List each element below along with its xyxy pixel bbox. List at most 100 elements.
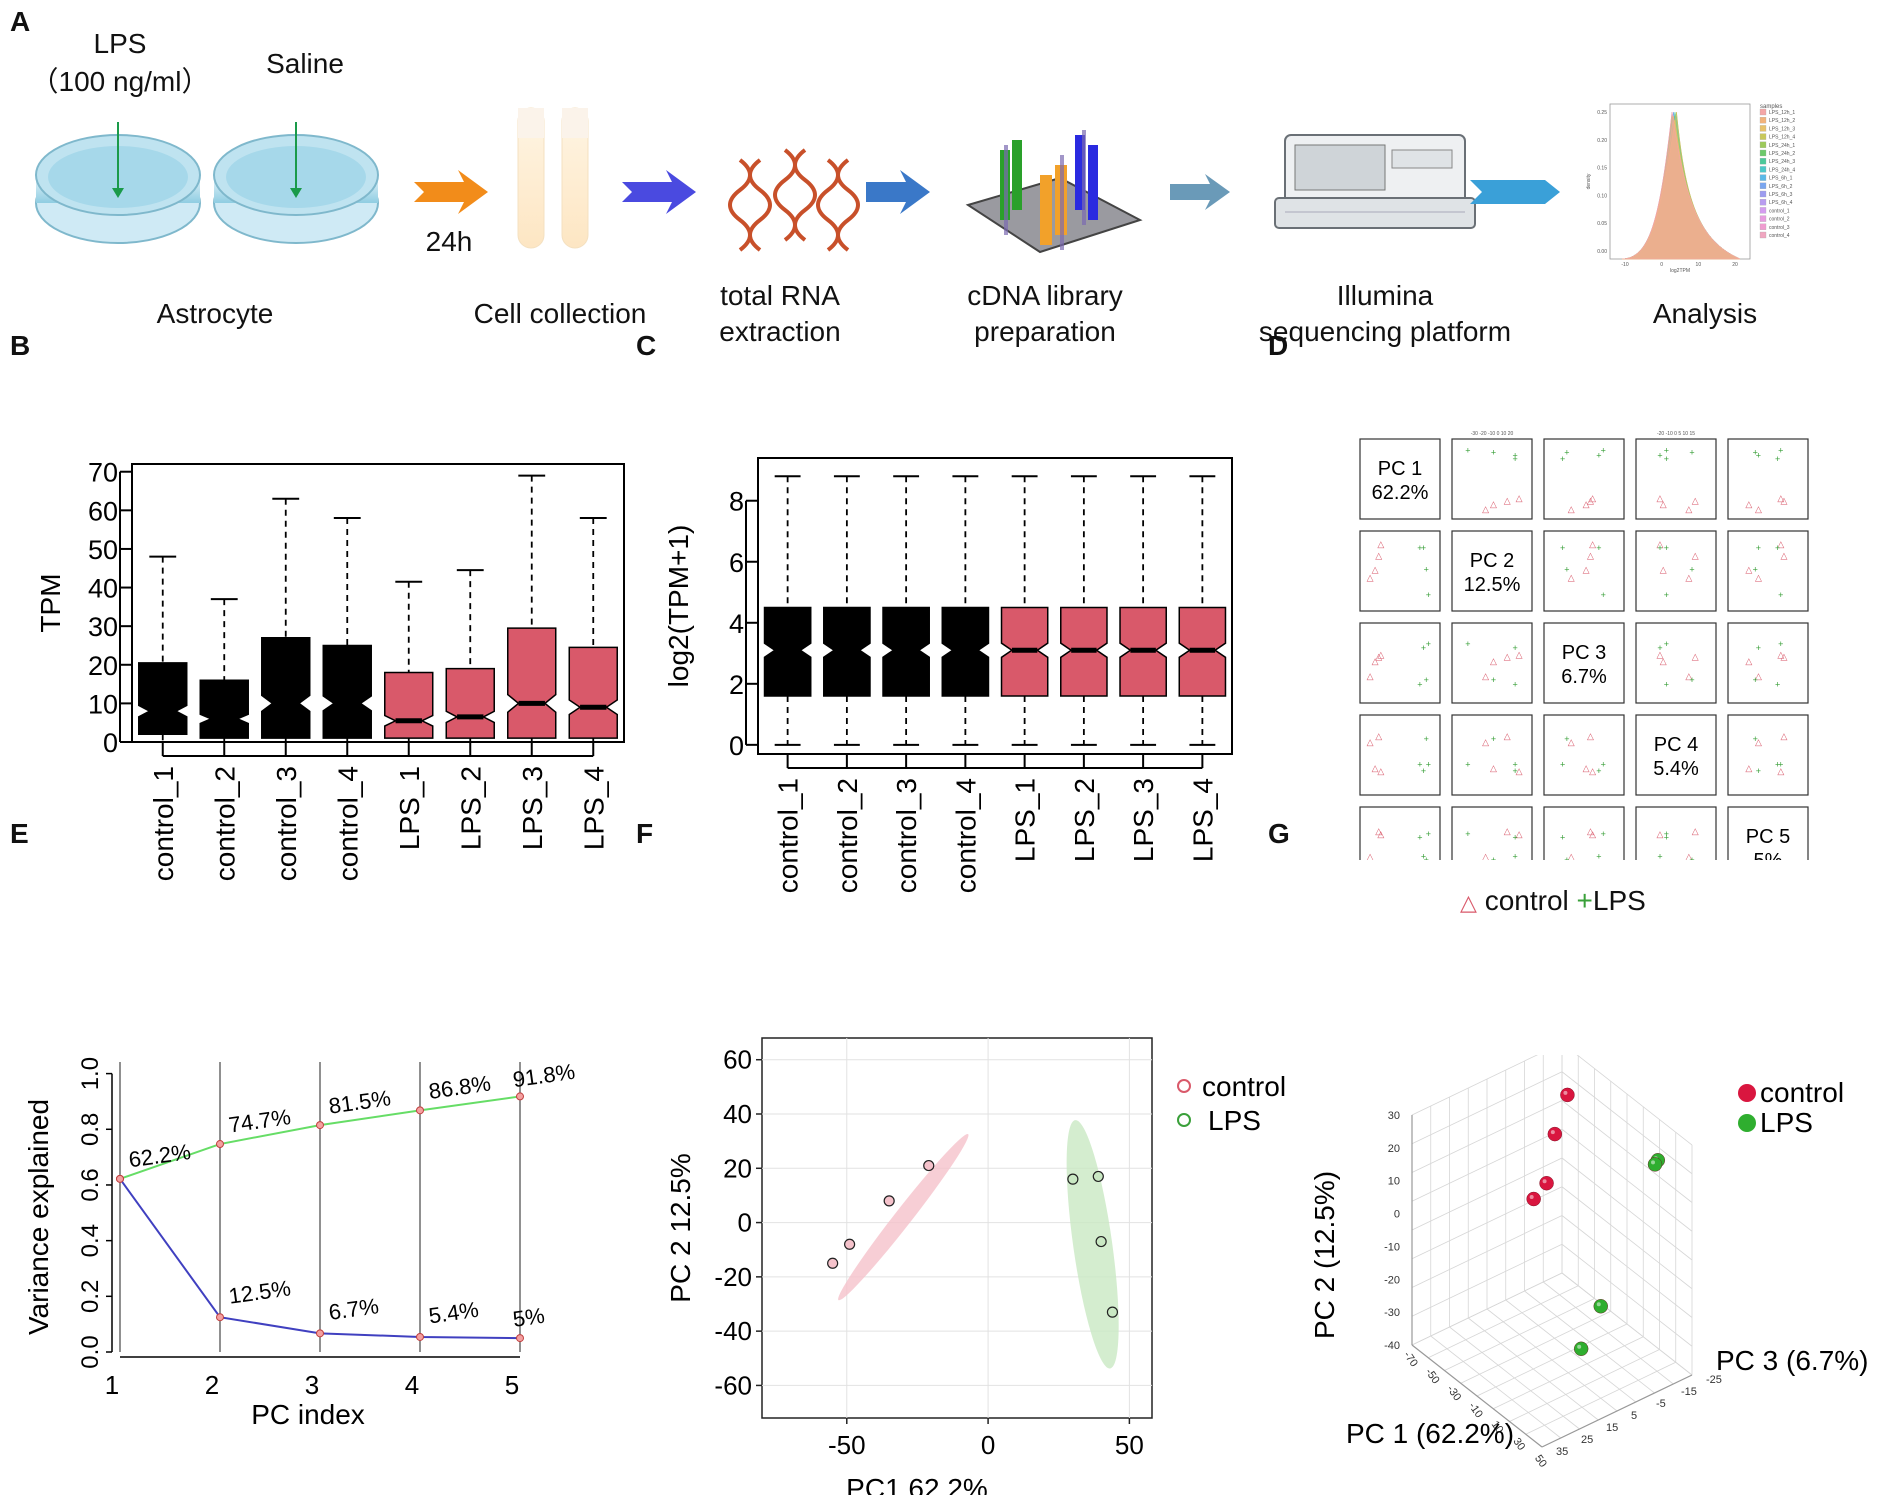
xtick-label-LPS_2: LPS_2 (455, 766, 486, 850)
y-tick-label: -30 (1384, 1307, 1400, 1319)
point-control: △ (1692, 826, 1699, 836)
density-xtick: 20 (1732, 262, 1738, 268)
point-lps: + (1513, 454, 1518, 464)
point-control: △ (1516, 766, 1523, 776)
y-axis-label: log2(TPM+1) (663, 525, 694, 688)
matrix-cell (1727, 622, 1809, 704)
y-tick-label: -40 (1384, 1340, 1400, 1352)
point-highlight (1529, 1195, 1534, 1199)
cdna-label: cDNA library preparation (967, 280, 1123, 347)
point-lps: + (1689, 675, 1694, 685)
point-lps: + (1601, 829, 1606, 839)
point-control: △ (1745, 499, 1752, 509)
grid-floor (1444, 1298, 1595, 1371)
point-lps: + (1689, 448, 1694, 458)
point-lps: + (1426, 590, 1431, 600)
matrix-cell (1727, 806, 1809, 860)
point-lps: + (1778, 446, 1783, 456)
point-control: △ (1589, 539, 1596, 549)
panel-label-a: A (10, 6, 31, 37)
density-legend-label: control_3 (1769, 225, 1790, 231)
point-lps: + (1664, 543, 1669, 553)
point-control: △ (1568, 504, 1575, 514)
matrix-cell (1451, 622, 1533, 704)
point-lps: + (1417, 543, 1422, 553)
box-control_2 (199, 679, 249, 739)
density-ytick: 0.10 (1597, 193, 1607, 199)
point-control: △ (1777, 649, 1784, 659)
point-control: △ (1657, 539, 1664, 549)
point-control: △ (1745, 656, 1752, 666)
y-tick-label: -10 (1384, 1241, 1400, 1253)
density-legend-key (1759, 231, 1767, 239)
point-control: △ (1516, 829, 1523, 839)
ytick-label: 40 (723, 1099, 752, 1129)
ytick-label: 0.4 (77, 1224, 104, 1257)
legend-label-control: control (1760, 1077, 1844, 1108)
point-control: △ (1692, 652, 1699, 662)
density-legend-key (1759, 158, 1767, 165)
ytick-label: 50 (88, 535, 118, 565)
point-lps: + (1778, 760, 1783, 770)
legend-control-label: control (1484, 885, 1569, 916)
point-LPS (1573, 1341, 1589, 1356)
point-lps: + (1560, 543, 1565, 553)
matrix-cell (1543, 438, 1625, 520)
density-ytick: 0.25 (1597, 110, 1607, 116)
grid-floor (1411, 1272, 1563, 1346)
x-tick-label: 30 (1510, 1436, 1527, 1453)
point-lps: + (1756, 543, 1761, 553)
value-label: 5.4% (427, 1297, 480, 1329)
workflow-graphics (35, 107, 1560, 254)
top-tick-labels: -30 -20 -10 0 10 20 (1471, 431, 1514, 437)
ytick-label: 0.8 (77, 1113, 104, 1146)
point-control: △ (1372, 565, 1379, 575)
arrow-steelblue-icon (866, 170, 930, 214)
value-label: 86.8% (427, 1070, 492, 1103)
x-axis-label: PC index (251, 1399, 365, 1430)
density-legend-key (1759, 133, 1767, 140)
point-control: △ (1587, 731, 1594, 741)
point-control: △ (1375, 826, 1382, 836)
pc-scatter-matrix: PC 162.2%△ △ △ △++++△ △△△+ ++ +△△ △△++ ++△△ △△+++… (1359, 431, 1809, 860)
point-control: △ (1482, 671, 1489, 681)
point-lps: + (1657, 451, 1662, 461)
density-ytick: 0.20 (1597, 138, 1607, 144)
point-control: △ (1685, 504, 1692, 514)
point-control: △ (1367, 852, 1374, 860)
panel-label-g: G (1268, 818, 1290, 849)
point-control: △ (1755, 572, 1762, 582)
diag-pct-label: 6.7% (1561, 666, 1607, 688)
diag-pc-label: PC 1 (1378, 458, 1422, 480)
z-tick-label: 25 (1581, 1434, 1593, 1446)
pca-scatter-3d: 3020100-10-20-30-40-70-50-30-10103050-25… (1309, 1055, 1869, 1470)
saline-label: Saline (266, 48, 344, 79)
dna-icon (728, 148, 860, 252)
y-tick-label: 0 (1394, 1209, 1400, 1221)
point-control: △ (1685, 671, 1692, 681)
grid-floor (1428, 1285, 1579, 1359)
ytick-label: 30 (88, 612, 118, 642)
panel-label-d: D (1268, 330, 1289, 361)
point-control: △ (1755, 737, 1762, 747)
density-xtick: 0 (1660, 262, 1663, 268)
y-axis-label: PC 2 12.5% (665, 1153, 696, 1302)
density-legend-key (1759, 141, 1767, 148)
matrix-cell (1359, 622, 1441, 704)
legend-lps-icon: + (1576, 885, 1593, 916)
x-axis-label: PC1 62.2% (846, 1473, 988, 1495)
mini-density-plot: 0.25 0.20 0.15 0.10 0.05 0.00 -10 0 10 20 log2TPM d… (1586, 103, 1795, 274)
point-control (1547, 1126, 1563, 1142)
point-lps: + (1596, 766, 1601, 776)
point-control: △ (1490, 499, 1497, 509)
point-cumulative (216, 1140, 224, 1149)
point-lps: + (1513, 643, 1518, 653)
matrix-cell (1543, 806, 1625, 860)
ytick-label: 0.6 (77, 1168, 104, 1201)
diag-pc-label: PC 2 (1470, 550, 1514, 572)
point-control: △ (1568, 852, 1575, 860)
point-control: △ (1589, 766, 1596, 776)
point-control: △ (1377, 766, 1384, 776)
point-lps: + (1421, 766, 1426, 776)
point-lps: + (1775, 760, 1780, 770)
